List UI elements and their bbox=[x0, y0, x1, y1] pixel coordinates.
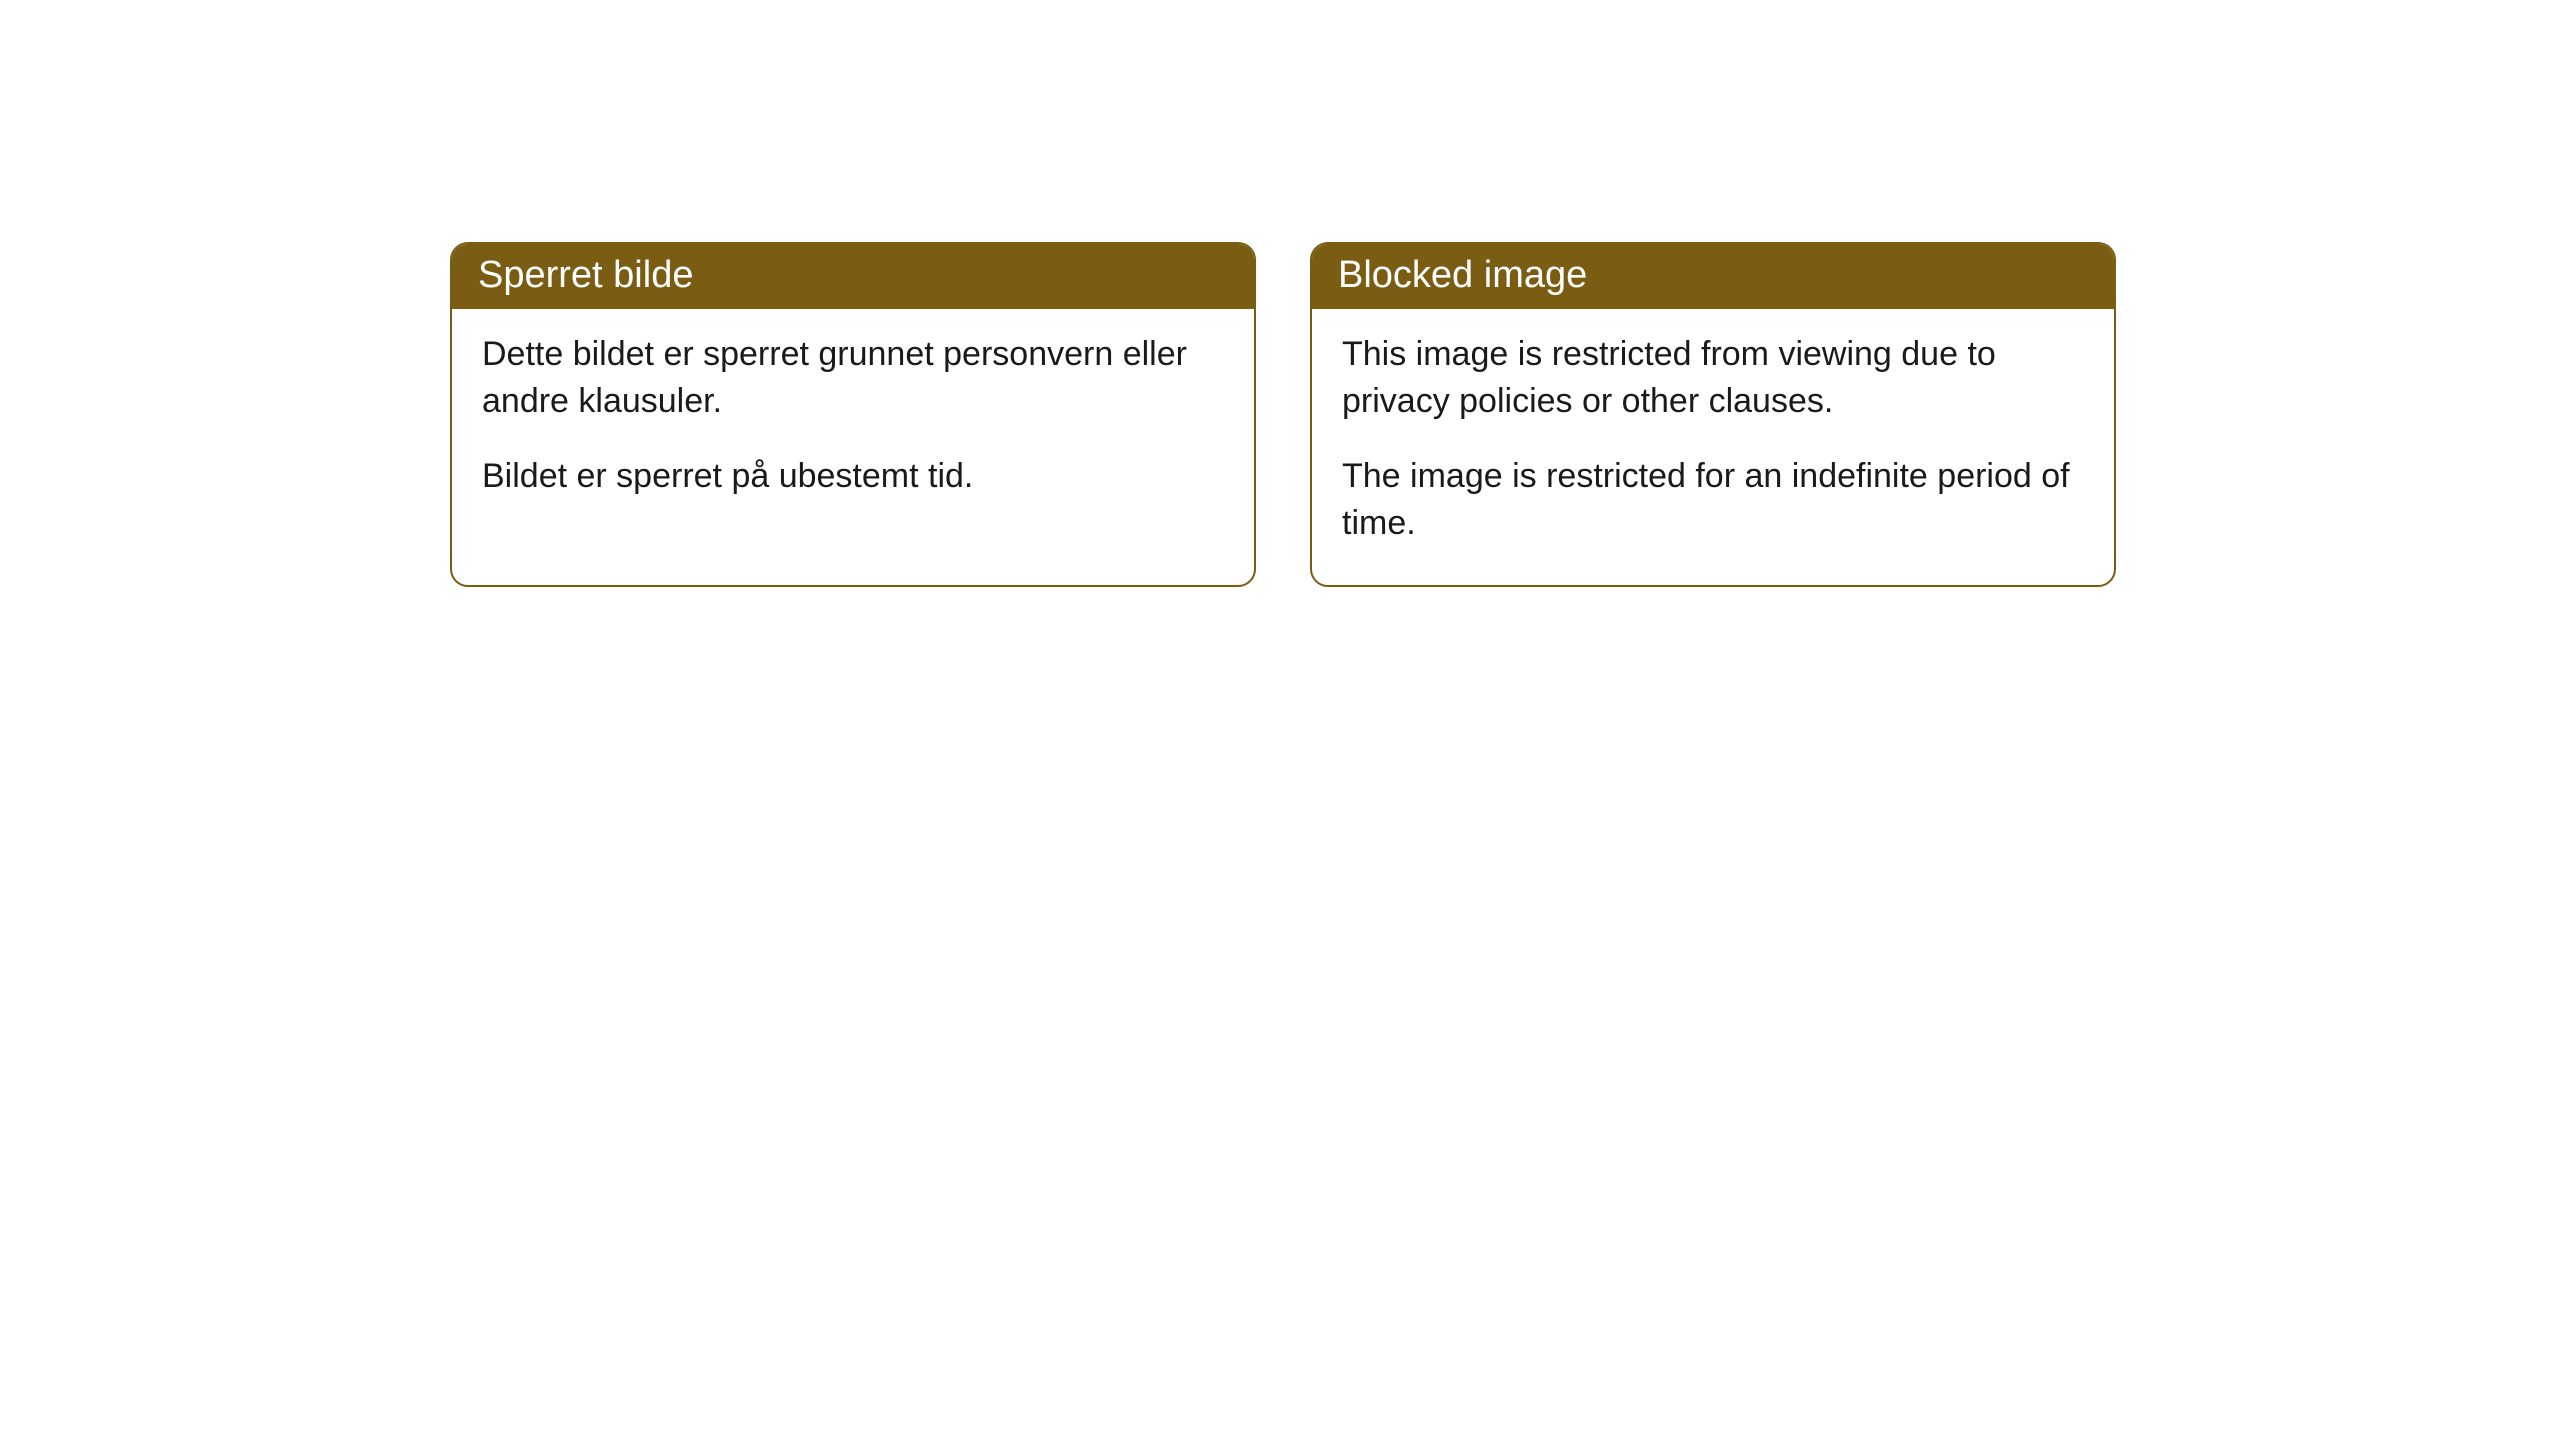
card-body-no: Dette bildet er sperret grunnet personve… bbox=[452, 309, 1254, 538]
blocked-image-card-en: Blocked image This image is restricted f… bbox=[1310, 242, 2116, 587]
card-text-no-1: Dette bildet er sperret grunnet personve… bbox=[482, 331, 1224, 425]
card-header-no: Sperret bilde bbox=[452, 244, 1254, 309]
card-body-en: This image is restricted from viewing du… bbox=[1312, 309, 2114, 585]
blocked-image-card-no: Sperret bilde Dette bildet er sperret gr… bbox=[450, 242, 1256, 587]
card-text-en-1: This image is restricted from viewing du… bbox=[1342, 331, 2084, 425]
cards-container: Sperret bilde Dette bildet er sperret gr… bbox=[0, 0, 2560, 587]
card-header-en: Blocked image bbox=[1312, 244, 2114, 309]
card-text-en-2: The image is restricted for an indefinit… bbox=[1342, 453, 2084, 547]
card-text-no-2: Bildet er sperret på ubestemt tid. bbox=[482, 453, 1224, 500]
